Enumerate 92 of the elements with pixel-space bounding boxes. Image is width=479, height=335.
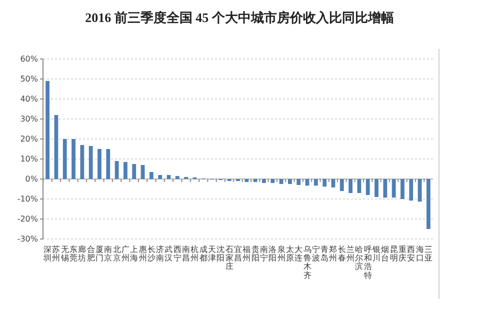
bar xyxy=(270,179,275,183)
bar xyxy=(158,175,162,179)
bar xyxy=(314,179,318,186)
x-tick-label: 无锡 xyxy=(60,245,69,263)
bar xyxy=(132,164,136,179)
bar xyxy=(166,175,171,179)
x-tick-label: 南宁 xyxy=(260,245,268,263)
x-tick-label: 成都 xyxy=(199,245,208,263)
bar xyxy=(124,162,128,179)
x-tick-label: 哈尔滨 xyxy=(355,245,364,272)
x-tick-label: 北京 xyxy=(112,245,121,263)
bar xyxy=(288,179,292,184)
x-tick-label: 海口 xyxy=(416,245,424,263)
x-tick-label: 惠州 xyxy=(138,245,147,263)
x-tick-label: 宁波 xyxy=(312,245,320,263)
chart-title: 2016 前三季度全国 45 个大中城市房价收入比同比增幅 xyxy=(85,10,394,25)
bar xyxy=(253,179,258,182)
y-tick-label: -30% xyxy=(17,234,38,244)
y-tick-label: 40% xyxy=(20,94,38,104)
bar xyxy=(106,149,110,179)
bar xyxy=(62,139,67,179)
y-tick-label: -20% xyxy=(17,214,38,224)
x-tick-label: 济南 xyxy=(156,245,164,263)
x-tick-label: 杭州 xyxy=(190,245,199,263)
bar xyxy=(340,179,344,191)
x-tick-label: 南昌 xyxy=(182,245,190,263)
bar xyxy=(331,179,336,188)
bar xyxy=(244,179,249,182)
x-tick-label: 太原 xyxy=(286,245,294,263)
x-tick-label: 呼和浩特 xyxy=(364,245,372,280)
y-tick-label: 50% xyxy=(20,74,38,84)
x-tick-label: 长春 xyxy=(338,245,346,263)
x-tick-label: 烟台 xyxy=(381,245,390,263)
x-tick-label: 乌鲁木齐 xyxy=(303,245,312,280)
x-tick-label: 福州 xyxy=(242,245,251,263)
y-tick-label: 30% xyxy=(20,114,38,124)
bar xyxy=(46,81,50,179)
bar xyxy=(348,179,352,193)
bar xyxy=(262,179,266,183)
x-tick-label: 泉州 xyxy=(277,245,286,263)
bar xyxy=(400,179,404,199)
x-tick-label: 洛阳 xyxy=(268,245,277,263)
x-tick-label: 西宁 xyxy=(173,245,182,263)
bar xyxy=(426,179,430,229)
x-tick-label: 沈阳 xyxy=(216,245,225,263)
bar xyxy=(140,165,145,179)
y-tick-label: 0% xyxy=(25,174,38,184)
x-tick-label: 重庆 xyxy=(398,245,406,263)
x-tick-label: 贵阳 xyxy=(251,245,260,263)
x-tick-label: 广州 xyxy=(121,245,130,263)
y-tick-label: 20% xyxy=(20,134,38,144)
x-tick-label: 天津 xyxy=(208,245,216,263)
bar xyxy=(54,115,58,179)
bar xyxy=(88,146,93,179)
bar xyxy=(279,179,284,184)
x-tick-label: 西安 xyxy=(407,245,416,263)
x-tick-label: 南京 xyxy=(104,245,112,263)
x-tick-label: 上海 xyxy=(130,245,138,263)
x-tick-label: 厦门 xyxy=(95,245,104,263)
bar xyxy=(98,149,102,179)
y-tick-label: -10% xyxy=(17,194,38,204)
x-tick-label: 武汉 xyxy=(164,245,173,263)
x-tick-label: 大连 xyxy=(294,245,303,263)
bar xyxy=(322,179,327,187)
bar xyxy=(149,172,154,179)
bar xyxy=(357,179,362,193)
bar xyxy=(114,161,119,179)
bar xyxy=(374,179,378,197)
x-tick-label: 合肥 xyxy=(86,245,95,263)
x-tick-label: 宜昌 xyxy=(234,245,242,263)
bar xyxy=(80,145,84,179)
x-tick-label: 郑州 xyxy=(329,245,338,263)
x-tick-label: 昆明 xyxy=(390,245,398,263)
bar xyxy=(366,179,370,195)
x-tick-label: 银川 xyxy=(372,245,381,263)
bar xyxy=(409,179,414,201)
x-tick-label: 兰州 xyxy=(346,245,355,263)
bar xyxy=(296,179,301,185)
bar xyxy=(392,179,396,198)
bar xyxy=(383,179,388,198)
x-tick-label: 三亚 xyxy=(424,245,432,263)
x-tick-label: 廊坊 xyxy=(77,245,86,263)
x-tick-label: 长沙 xyxy=(147,245,156,263)
x-tick-label: 苏州 xyxy=(52,245,60,263)
x-tick-label: 东莞 xyxy=(70,245,78,263)
x-tick-label: 石家庄 xyxy=(225,245,234,272)
x-tick-label: 深圳 xyxy=(42,245,52,263)
bar xyxy=(72,139,76,179)
y-tick-label: 10% xyxy=(20,154,38,164)
x-tick-label: 青岛 xyxy=(320,245,329,263)
bar xyxy=(175,176,180,179)
y-tick-label: 60% xyxy=(20,54,38,64)
